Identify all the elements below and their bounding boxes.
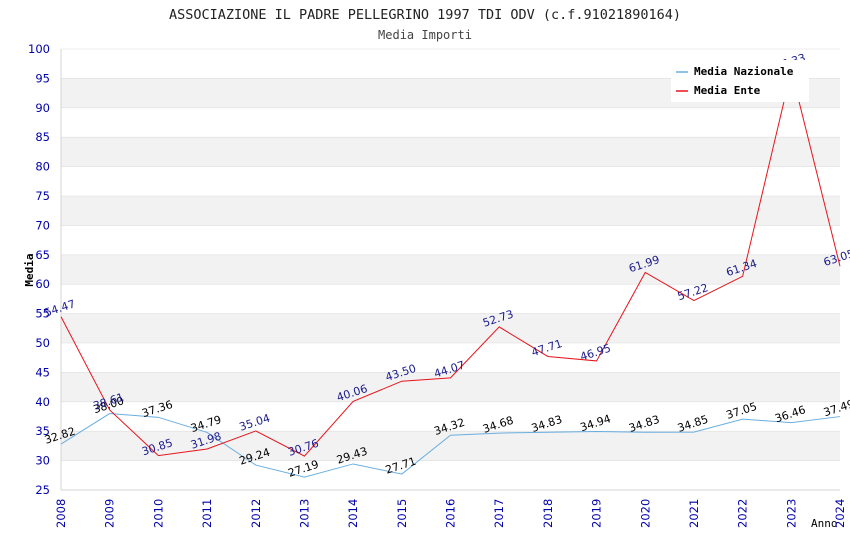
data-label-media-ente: 35.04 — [238, 412, 272, 434]
x-axis-label: Anno — [811, 517, 838, 530]
chart-subtitle: Media Importi — [378, 28, 472, 42]
data-label-media-nazionale: 36.46 — [773, 403, 807, 425]
background-bands — [61, 78, 840, 461]
x-tick-label: 2021 — [687, 499, 701, 528]
background-band — [61, 313, 840, 343]
y-axis-ticks: 25 30 35 40 45 50 55 60 65 70 75 80 85 90 95 100 — [28, 42, 50, 497]
y-tick-label: 80 — [35, 160, 50, 174]
x-tick-label: 2017 — [492, 499, 506, 528]
y-tick-label: 100 — [28, 42, 50, 56]
legend-box — [671, 60, 809, 102]
legend-label-media-nazionale: Media Nazionale — [694, 65, 794, 78]
background-band — [61, 372, 840, 402]
legend-label-media-ente: Media Ente — [694, 84, 761, 97]
x-tick-label: 2019 — [590, 499, 604, 528]
x-tick-label: 2014 — [346, 499, 360, 528]
x-tick-label: 2024 — [833, 499, 847, 528]
y-tick-label: 35 — [35, 424, 50, 438]
y-tick-label: 30 — [35, 454, 50, 468]
data-label-media-nazionale: 37.05 — [725, 400, 759, 422]
y-tick-label: 95 — [35, 71, 50, 85]
y-tick-label: 75 — [35, 189, 50, 203]
y-tick-label: 55 — [35, 307, 50, 321]
x-tick-label: 2009 — [103, 499, 117, 528]
line-media-ente — [60, 70, 841, 457]
y-tick-label: 60 — [35, 277, 50, 291]
chart-title: ASSOCIAZIONE IL PADRE PELLEGRINO 1997 TD… — [169, 7, 681, 23]
x-tick-label: 2016 — [444, 499, 458, 528]
y-tick-label: 40 — [35, 395, 50, 409]
y-tick-label: 65 — [35, 248, 50, 262]
x-tick-label: 2018 — [541, 499, 555, 528]
x-tick-label: 2011 — [200, 499, 214, 528]
y-tick-label: 45 — [35, 365, 50, 379]
background-band — [61, 431, 840, 461]
x-tick-label: 2023 — [784, 499, 798, 528]
line-media-nazionale — [60, 413, 841, 478]
x-tick-label: 2013 — [297, 499, 311, 528]
grid-lines — [60, 48, 840, 491]
background-band — [61, 137, 840, 167]
x-tick-label: 2012 — [249, 499, 263, 528]
x-tick-label: 2015 — [395, 499, 409, 528]
x-tick-label: 2022 — [736, 499, 750, 528]
background-band — [61, 254, 840, 285]
legend: Media Nazionale Media Ente — [671, 60, 809, 102]
y-tick-label: 70 — [35, 218, 50, 232]
y-tick-label: 85 — [35, 130, 50, 144]
y-tick-label: 25 — [35, 483, 50, 497]
y-tick-label: 90 — [35, 101, 50, 115]
x-tick-label: 2008 — [54, 499, 68, 528]
background-band — [61, 196, 840, 226]
series-lines — [60, 70, 841, 478]
x-tick-label: 2020 — [638, 499, 652, 528]
x-axis-ticks: 2008 2009 2010 2011 2012 2013 2014 2015 2016 2017… — [54, 499, 847, 528]
y-axis-label: Media — [23, 253, 36, 286]
y-tick-label: 50 — [35, 336, 50, 350]
x-tick-label: 2010 — [151, 499, 165, 528]
